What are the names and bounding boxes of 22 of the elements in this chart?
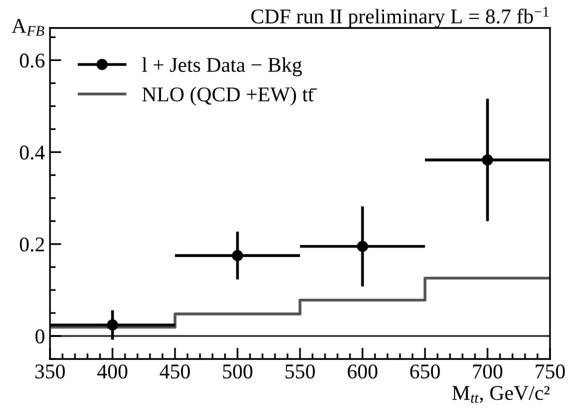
x-tick-label: 700 — [473, 364, 502, 379]
x-axis-title: M$_{tt}$, GeV/c² — [452, 386, 550, 404]
point — [356, 240, 368, 252]
point — [232, 250, 244, 262]
legend-label: NLO (QCD +EW) tt̄ — [142, 86, 317, 106]
x-tick-label: 500 — [223, 364, 252, 379]
y-tick-label: 0.4 — [20, 146, 45, 160]
y-axis-title: A$_{FB}$ — [12, 19, 44, 36]
x-tick-label: 350 — [35, 364, 65, 379]
y-tick-label: 0.6 — [20, 54, 45, 68]
y-tick-label: 0 — [36, 329, 44, 344]
x-tick-label: 650 — [410, 364, 440, 379]
x-tick-label: 400 — [97, 364, 128, 379]
point — [482, 154, 494, 166]
chart-title: CDF run II preliminary L = 8.7 fb$^{−1}$ — [251, 6, 549, 28]
x-tick-label: 600 — [348, 364, 378, 379]
legend-label: l + Jets Data − Bkg — [142, 57, 302, 76]
point — [106, 319, 118, 331]
y-tick-label: 0.2 — [20, 237, 44, 252]
x-tick-label: 450 — [160, 364, 190, 379]
x-tick-label: 750 — [536, 364, 565, 379]
x-tick-label: 550 — [286, 364, 315, 379]
